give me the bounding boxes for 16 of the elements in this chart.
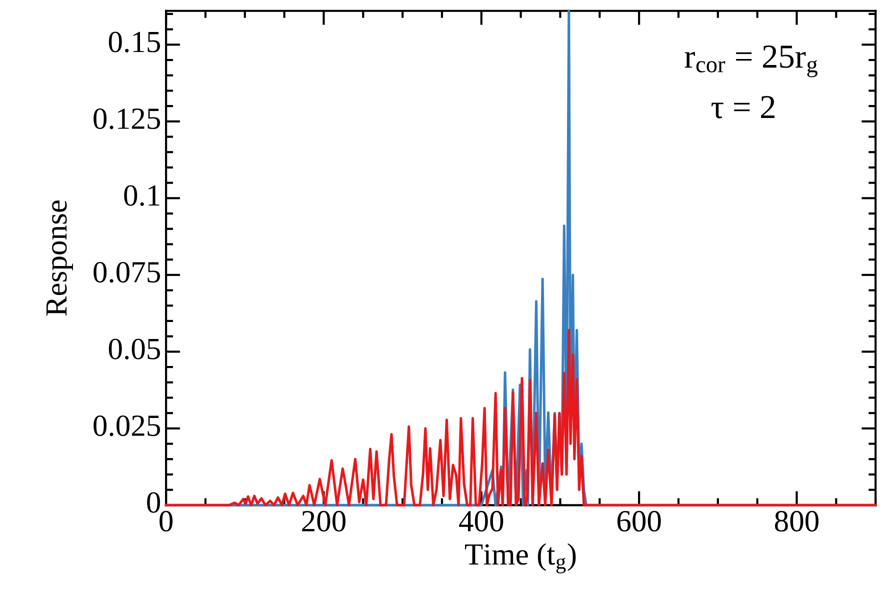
y-tick-label: 0.075 bbox=[94, 262, 160, 283]
y-tick-label: 0.025 bbox=[94, 415, 160, 436]
annotation: r$_{cor}$ = 25r$_{g}$ bbox=[684, 45, 818, 78]
annotation: τ = 2 bbox=[711, 96, 774, 118]
x-tick-label: 400 bbox=[459, 510, 504, 532]
x-tick-label: 0 bbox=[160, 510, 173, 532]
y-tick-label: 0.1 bbox=[124, 185, 160, 206]
y-axis-title: Response bbox=[46, 200, 73, 316]
x-tick-label: 200 bbox=[302, 510, 346, 532]
y-tick-label: 0.125 bbox=[94, 108, 160, 130]
y-tick-label: 0.15 bbox=[108, 32, 160, 52]
x-tick-label: 800 bbox=[774, 510, 818, 532]
y-tick-label: 0.05 bbox=[108, 338, 160, 360]
x-axis-title: Time (t$_{g}$) bbox=[464, 543, 576, 574]
y-tick-label: 0 bbox=[147, 492, 160, 513]
x-tick-label: 600 bbox=[617, 510, 661, 532]
